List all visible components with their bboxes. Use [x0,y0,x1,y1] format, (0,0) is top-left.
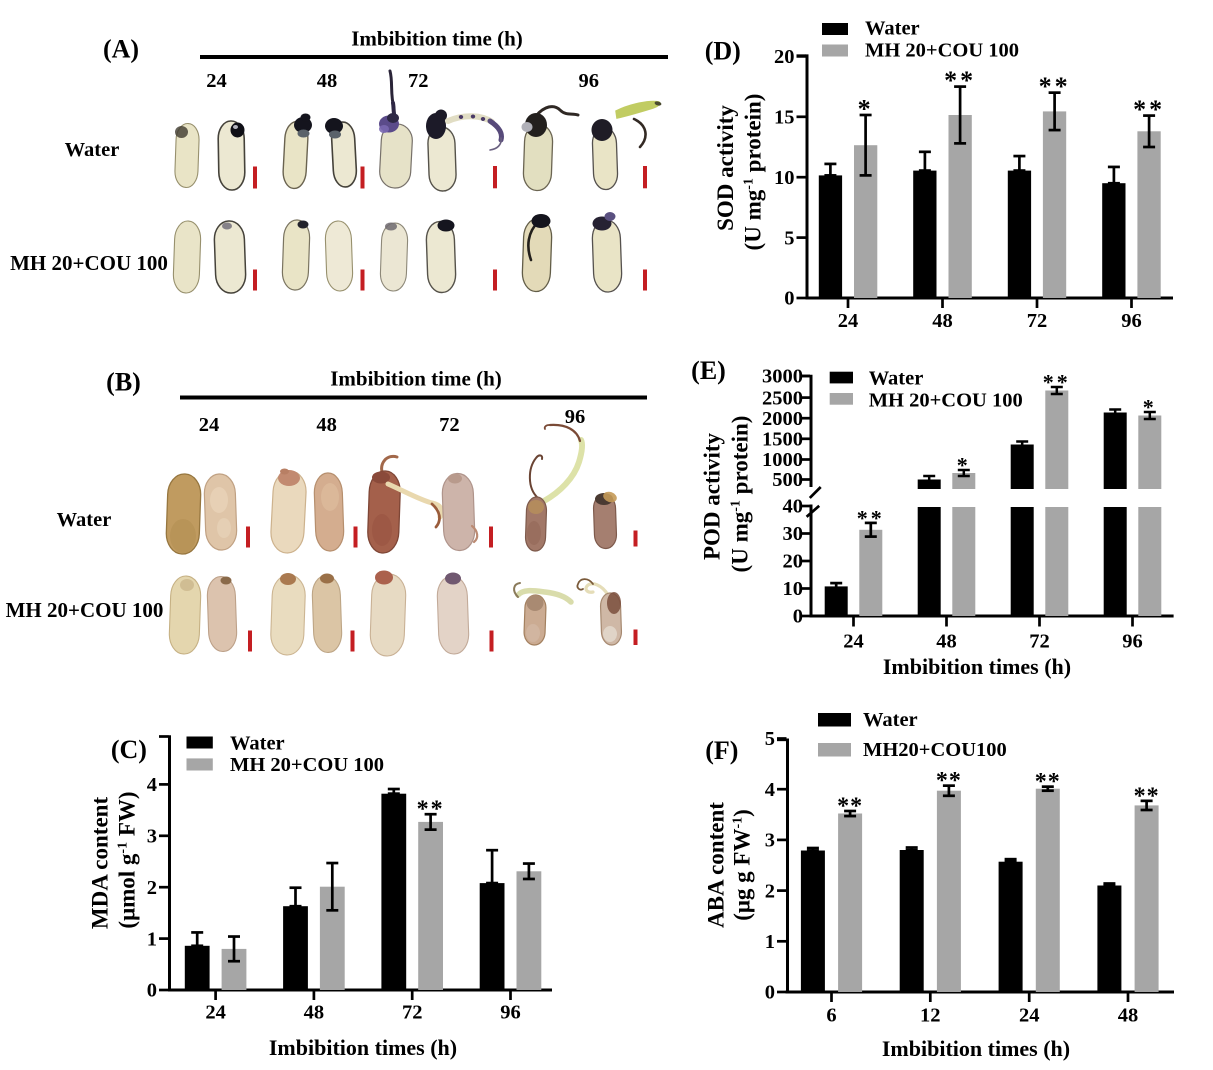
svg-text:10: 10 [774,167,795,189]
svg-text:2: 2 [147,877,157,899]
svg-text:**: ** [1134,783,1160,809]
svg-text:**: ** [417,797,445,823]
svg-text:96: 96 [1122,631,1143,653]
svg-text:Water: Water [869,368,924,390]
svg-text:(U mg-1 protein): (U mg-1 protein) [740,94,765,251]
svg-text:**: ** [837,794,863,820]
svg-text:**: ** [936,768,962,794]
svg-text:1: 1 [765,931,775,953]
svg-text:24: 24 [206,70,227,92]
svg-text:96: 96 [565,406,586,428]
svg-text:Imbibition times (h): Imbibition times (h) [269,1035,457,1060]
svg-text:3: 3 [147,826,157,848]
svg-text:Imbibition time (h): Imbibition time (h) [330,367,502,391]
svg-text:Water: Water [65,139,120,161]
svg-text:12: 12 [920,1005,941,1027]
svg-text:0: 0 [147,980,157,1002]
svg-text:**: ** [944,66,976,95]
svg-text:4: 4 [147,774,157,796]
svg-text:(μmol g-1 FW): (μmol g-1 FW) [115,791,140,928]
svg-text:72: 72 [402,1002,423,1024]
svg-text:Water: Water [865,18,920,40]
svg-text:3000: 3000 [762,366,803,388]
svg-text:MH20+COU100: MH20+COU100 [863,739,1007,761]
svg-text:4: 4 [765,779,775,801]
svg-text:SOD activity: SOD activity [713,105,738,231]
svg-text:3: 3 [765,830,775,852]
svg-text:72: 72 [1029,631,1050,653]
svg-text:96: 96 [500,1002,521,1024]
svg-text:MH 20+COU 100: MH 20+COU 100 [869,389,1023,411]
svg-text:72: 72 [408,70,429,92]
svg-text:*: * [858,94,874,123]
svg-text:**: ** [1043,370,1071,395]
svg-text:48: 48 [1118,1005,1139,1027]
svg-text:Imbibition times (h): Imbibition times (h) [882,1036,1070,1061]
svg-text:72: 72 [439,414,460,436]
svg-text:48: 48 [317,70,338,92]
svg-text:2: 2 [765,880,775,902]
svg-text:(B): (B) [106,368,141,397]
svg-text:5: 5 [784,227,794,249]
svg-text:1000: 1000 [762,449,803,471]
svg-text:1500: 1500 [762,429,803,451]
svg-text:48: 48 [932,310,953,332]
svg-text:10: 10 [783,578,804,600]
svg-text:(D): (D) [705,37,741,66]
svg-text:6: 6 [826,1005,836,1027]
svg-text:**: ** [1035,769,1061,795]
svg-text:**: ** [857,505,885,530]
svg-text:2500: 2500 [762,387,803,409]
svg-text:96: 96 [578,70,599,92]
svg-text:24: 24 [199,414,220,436]
svg-text:Imbibition time (h): Imbibition time (h) [351,27,523,51]
svg-text:Water: Water [57,509,112,531]
svg-text:2000: 2000 [762,408,803,430]
svg-text:48: 48 [304,1002,325,1024]
svg-text:5: 5 [765,728,775,750]
svg-text:**: ** [1133,95,1165,124]
svg-text:0: 0 [784,288,794,310]
svg-text:(F): (F) [705,736,738,765]
svg-text:(C): (C) [111,735,147,764]
svg-text:500: 500 [772,469,803,491]
svg-text:96: 96 [1121,310,1142,332]
svg-text:MDA content: MDA content [88,797,113,930]
svg-text:72: 72 [1027,310,1048,332]
svg-text:24: 24 [843,631,864,653]
svg-text:Imbibition times (h): Imbibition times (h) [883,654,1071,679]
svg-text:24: 24 [1019,1005,1040,1027]
svg-text:MH 20+COU 100: MH 20+COU 100 [865,39,1019,61]
svg-text:MH 20+COU 100: MH 20+COU 100 [6,598,164,622]
svg-text:MH 20+COU 100: MH 20+COU 100 [10,251,168,275]
svg-text:POD activity: POD activity [700,432,725,560]
svg-text:24: 24 [205,1002,226,1024]
svg-text:20: 20 [774,46,795,68]
svg-text:0: 0 [765,982,775,1004]
svg-text:20: 20 [783,551,804,573]
svg-text:24: 24 [838,310,859,332]
svg-text:48: 48 [936,631,957,653]
svg-text:(A): (A) [103,35,139,64]
svg-text:Water: Water [230,732,285,754]
svg-text:(U mg-1 protein): (U mg-1 protein) [728,416,753,573]
svg-text:15: 15 [774,107,795,129]
svg-text:ABA content: ABA content [704,802,729,928]
svg-text:0: 0 [793,606,803,628]
svg-text:(E): (E) [691,356,726,385]
svg-text:**: ** [1039,72,1071,101]
svg-text:MH 20+COU 100: MH 20+COU 100 [230,754,384,776]
svg-text:40: 40 [783,496,804,518]
svg-text:*: * [1143,395,1157,420]
svg-text:*: * [957,453,971,478]
svg-text:1: 1 [147,928,157,950]
svg-text:Water: Water [863,709,918,731]
svg-text:30: 30 [783,523,804,545]
svg-text:48: 48 [316,414,337,436]
